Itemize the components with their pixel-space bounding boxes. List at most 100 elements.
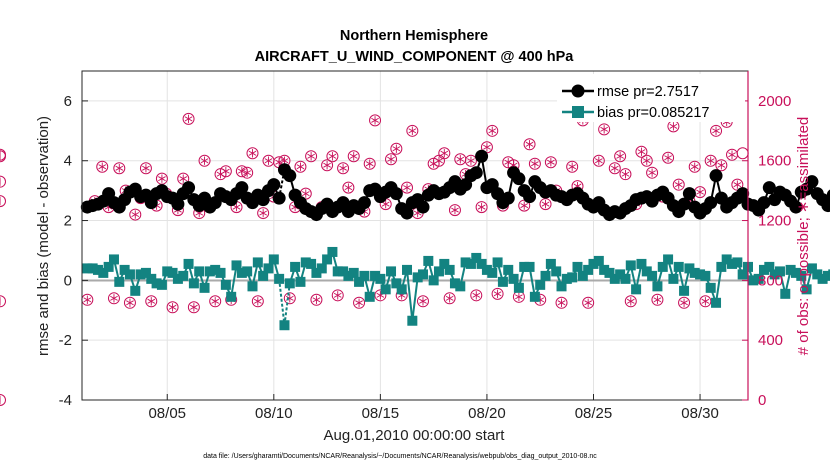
bias-point	[236, 267, 247, 278]
bias-point	[252, 257, 263, 268]
obs-count-marker	[443, 292, 456, 305]
bias-point	[673, 261, 684, 272]
obs-possible-circle	[305, 150, 318, 163]
bias-segment	[278, 278, 286, 326]
rmse-point	[475, 149, 489, 163]
obs-assimilated-star	[387, 156, 395, 162]
bias-point	[796, 270, 807, 281]
obs-assimilated-star	[701, 298, 710, 304]
obs-assimilated-star	[307, 153, 315, 159]
obs-possible-circle	[246, 147, 259, 160]
obs-assimilated-star	[403, 185, 411, 191]
obs-assimilated-star	[690, 164, 699, 170]
y-tick-label: -2	[59, 332, 72, 349]
obs-assimilated-star	[467, 158, 475, 164]
bias-point	[513, 282, 524, 293]
obs-assimilated-star	[728, 152, 736, 158]
obs-assimilated-star	[525, 141, 534, 147]
obs-possible-circle	[0, 295, 6, 308]
bias-point	[343, 270, 354, 281]
bias-point	[124, 269, 135, 280]
obs-possible-circle	[374, 289, 387, 302]
bias-point	[135, 269, 146, 280]
obs-assimilated-star	[232, 204, 241, 210]
bias-point	[151, 278, 162, 289]
bias-point	[497, 276, 508, 287]
bias-point	[114, 276, 125, 287]
obs-count-marker	[491, 287, 504, 300]
obs-assimilated-star	[477, 204, 486, 210]
obs-assimilated-star	[669, 123, 678, 129]
legend-rmse-marker	[571, 84, 585, 98]
obs-count-marker	[566, 160, 579, 173]
obs-possible-circle	[342, 181, 355, 194]
obs-assimilated-star	[243, 170, 252, 176]
obs-count-marker	[699, 295, 712, 308]
obs-assimilated-star	[616, 153, 624, 159]
obs-count-marker	[614, 150, 627, 163]
obs-assimilated-star	[142, 165, 150, 171]
obs-assimilated-star	[648, 170, 656, 176]
bias-point	[188, 278, 199, 289]
obs-count-marker	[582, 296, 595, 309]
left-axis-ticks: -4 -2 0 2 4 6	[59, 93, 88, 409]
bias-point	[609, 273, 620, 284]
bias-point	[465, 258, 476, 269]
bias-point	[583, 264, 594, 275]
rmse-point	[805, 175, 819, 189]
obs-assimilated-star	[664, 155, 672, 161]
bias-point	[204, 266, 215, 277]
obs-count-marker	[715, 159, 728, 172]
bias-point	[199, 282, 210, 293]
obs-count-marker	[363, 157, 376, 170]
x-axis-ticks: 08/05 08/10 08/15 08/20 08/25 08/30	[148, 394, 719, 422]
obs-possible-circle	[353, 296, 366, 309]
obs-assimilated-star	[541, 201, 550, 207]
obs-count-marker	[710, 124, 723, 137]
data-file-footer: data file: /Users/gharamti/Documents/NCA…	[203, 453, 597, 460]
bias-point	[247, 281, 258, 292]
obs-assimilated-star	[531, 161, 539, 167]
obs-possible-circle	[582, 296, 595, 309]
obs-assimilated-star	[110, 295, 118, 301]
obs-assimilated-star	[717, 162, 726, 168]
rmse-point	[469, 166, 483, 180]
bias-point	[183, 258, 194, 269]
obs-count-marker	[448, 204, 461, 217]
obs-assimilated-star	[323, 162, 331, 168]
obs-assimilated-star	[451, 207, 459, 213]
bias-point	[524, 261, 535, 272]
obs-assimilated-star	[392, 146, 401, 152]
obs-assimilated-star	[626, 298, 635, 304]
obs-count-marker	[337, 162, 350, 175]
obs-possible-circle	[187, 301, 200, 314]
obs-count-marker	[635, 145, 648, 158]
bias-point	[279, 320, 290, 331]
rmse-point	[821, 199, 830, 213]
obs-assimilated-star	[333, 292, 342, 298]
bias-point	[790, 267, 801, 278]
obs-possible-circle	[182, 112, 195, 125]
x-axis-label: Aug.01,2010 00:00:00 start	[324, 427, 506, 444]
bias-point	[194, 266, 205, 277]
obs-assimilated-star	[600, 126, 609, 132]
bias-point	[449, 278, 460, 289]
obs-count-marker	[369, 114, 382, 127]
obs-count-marker	[251, 295, 264, 308]
obs-assimilated-star	[301, 191, 310, 197]
bias-point	[370, 270, 381, 281]
obs-assimilated-star	[440, 150, 449, 156]
bias-point	[567, 272, 578, 283]
obs-assimilated-star	[419, 298, 427, 304]
bias-point	[492, 257, 503, 268]
bias-point	[354, 276, 365, 287]
obs-count-marker	[438, 147, 451, 160]
obs-count-marker	[385, 153, 398, 166]
obs-possible-circle	[715, 159, 728, 172]
obs-assimilated-star	[98, 164, 107, 170]
bias-point	[348, 267, 359, 278]
bias-point	[215, 267, 226, 278]
series-lines	[80, 149, 830, 331]
obs-count-marker	[640, 154, 653, 167]
